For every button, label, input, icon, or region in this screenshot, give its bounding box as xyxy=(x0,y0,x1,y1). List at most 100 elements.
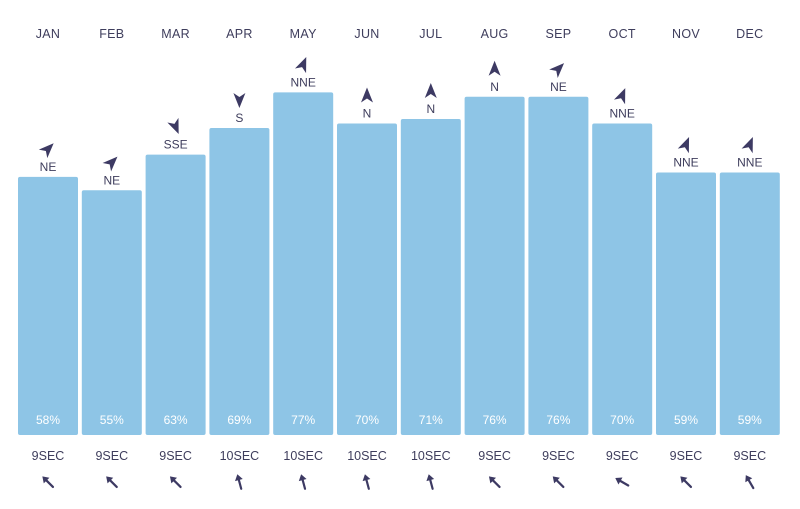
bar-oct xyxy=(592,123,653,435)
swell-period-label: 10SEC xyxy=(347,449,387,463)
wind-arrow-shape xyxy=(677,137,690,154)
bar-value-label: 76% xyxy=(483,413,507,427)
swell-arrow-head xyxy=(615,477,623,485)
bar-jan xyxy=(18,176,78,435)
swell-arrow-head xyxy=(298,474,307,482)
wind-arrow-shape xyxy=(488,60,501,76)
month-label: SEP xyxy=(545,27,571,41)
month-label: MAR xyxy=(161,27,190,41)
wind-arrow-shape xyxy=(38,143,54,159)
bar-value-label: 59% xyxy=(738,413,762,427)
swell-period-label: 9SEC xyxy=(95,449,128,463)
month-label: NOV xyxy=(672,27,700,41)
wind-arrow-shape xyxy=(613,88,626,105)
wind-arrow-shape xyxy=(741,137,753,154)
bar-sep xyxy=(528,96,589,436)
wind-arrow-icon xyxy=(549,63,565,78)
swell-arrow-icon xyxy=(362,474,371,490)
wind-direction-label: NE xyxy=(40,160,57,174)
wind-arrow-icon xyxy=(613,88,626,105)
bar-jul xyxy=(400,119,461,436)
swell-period-label: 9SEC xyxy=(733,449,766,463)
swell-period-label: 9SEC xyxy=(32,449,65,463)
swell-arrow-head xyxy=(362,474,371,482)
swell-arrow-head xyxy=(235,474,243,482)
bar-value-label: 69% xyxy=(227,413,251,427)
bar-value-label: 70% xyxy=(610,413,634,427)
wind-arrow-icon xyxy=(233,92,246,108)
swell-period-label: 10SEC xyxy=(283,449,323,463)
wind-arrow-shape xyxy=(549,63,565,78)
swell-period-label: 9SEC xyxy=(670,449,703,463)
month-label: AUG xyxy=(481,27,509,41)
wind-direction-label: SSE xyxy=(164,138,188,152)
swell-arrow-icon xyxy=(42,476,55,489)
swell-arrow-icon xyxy=(745,475,755,490)
swell-arrow-head xyxy=(42,476,50,484)
bar-value-label: 55% xyxy=(100,413,124,427)
bar-nov xyxy=(656,172,716,435)
wind-direction-label: N xyxy=(363,107,372,121)
month-label: JUL xyxy=(419,27,442,41)
bar-dec xyxy=(719,172,780,435)
month-label: APR xyxy=(226,27,253,41)
month-label: DEC xyxy=(736,27,763,41)
wind-direction-label: NE xyxy=(550,80,567,94)
wind-direction-label: S xyxy=(235,111,243,125)
swell-arrow-head xyxy=(106,476,114,484)
bar-value-label: 71% xyxy=(419,413,443,427)
wind-arrow-icon xyxy=(361,87,373,103)
bar-value-label: 70% xyxy=(355,413,379,427)
swell-period-label: 9SEC xyxy=(606,449,639,463)
bar-may xyxy=(273,92,334,435)
wind-direction-label: N xyxy=(490,80,499,94)
wind-direction-label: NNE xyxy=(610,107,635,121)
wind-direction-label: NE xyxy=(103,173,120,187)
wind-arrow-icon xyxy=(488,60,501,76)
wind-arrow-shape xyxy=(361,87,373,103)
swell-arrow-icon xyxy=(488,476,501,489)
wind-arrow-icon xyxy=(102,156,118,172)
wind-arrow-icon xyxy=(294,56,307,74)
wind-arrow-shape xyxy=(294,56,307,74)
bar-value-label: 76% xyxy=(546,413,570,427)
bar-value-label: 77% xyxy=(291,413,315,427)
swell-arrow-icon xyxy=(106,476,118,489)
swell-arrow-icon xyxy=(235,474,243,490)
bar-value-label: 58% xyxy=(36,413,60,427)
swell-arrow-icon xyxy=(426,474,435,490)
wind-arrow-shape xyxy=(167,117,179,135)
wind-arrow-icon xyxy=(677,137,690,154)
bar-value-label: 63% xyxy=(164,413,188,427)
swell-period-label: 9SEC xyxy=(542,449,575,463)
bar-aug xyxy=(464,96,525,436)
wind-arrow-icon xyxy=(167,117,179,135)
wind-arrow-shape xyxy=(424,83,437,99)
month-label: OCT xyxy=(609,27,636,41)
swell-arrow-head xyxy=(552,476,560,484)
bar-mar xyxy=(145,154,206,435)
wind-arrow-shape xyxy=(233,92,246,108)
wind-direction-label: NNE xyxy=(673,155,698,169)
month-label: FEB xyxy=(99,27,124,41)
swell-arrow-head xyxy=(745,475,753,483)
swell-arrow-icon xyxy=(298,474,307,490)
wind-direction-label: NNE xyxy=(291,75,316,89)
wind-arrow-shape xyxy=(102,156,118,172)
month-label: MAY xyxy=(290,27,317,41)
swell-period-label: 9SEC xyxy=(478,449,511,463)
swell-period-label: 9SEC xyxy=(159,449,192,463)
wind-arrow-icon xyxy=(424,83,437,99)
swell-arrow-head xyxy=(169,476,178,484)
month-label: JAN xyxy=(36,27,61,41)
swell-period-label: 10SEC xyxy=(220,449,260,463)
month-label: JUN xyxy=(354,27,379,41)
swell-arrow-icon xyxy=(169,476,182,489)
bar-apr xyxy=(209,127,270,435)
swell-arrow-icon xyxy=(615,477,630,487)
bar-jun xyxy=(337,123,397,435)
wind-arrow-icon xyxy=(38,143,54,159)
bar-feb xyxy=(81,190,142,435)
bar-value-label: 59% xyxy=(674,413,698,427)
